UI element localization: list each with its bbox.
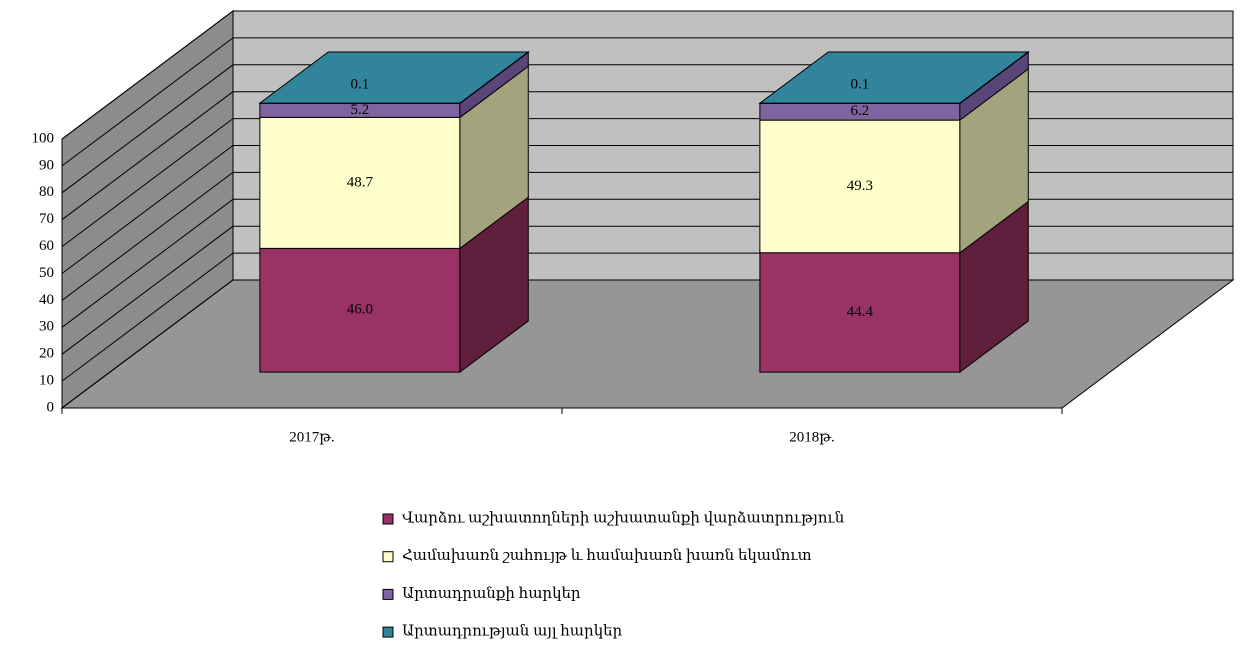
value-label: 0.1	[851, 77, 870, 93]
y-tick-label: 50	[39, 265, 54, 281]
y-tick-label: 10	[39, 373, 54, 389]
legend-label: Վարձու աշխատողների աշխատանքի վարձատրությ…	[402, 510, 845, 526]
value-label: 49.3	[847, 178, 873, 194]
y-tick-label: 80	[39, 184, 54, 200]
value-label: 6.2	[851, 103, 870, 119]
value-label: 5.2	[351, 102, 370, 118]
legend-label: Արտադրանքի հարկեր	[402, 586, 581, 602]
legend-swatch	[383, 627, 393, 637]
value-label: 0.1	[351, 77, 370, 93]
legend-label: Արտադրության այլ հարկեր	[402, 624, 623, 640]
y-tick-label: 0	[47, 399, 55, 415]
legend-swatch	[383, 552, 393, 562]
x-tick-label: 2018թ.	[789, 429, 835, 445]
y-tick-label: 100	[32, 130, 55, 146]
value-label: 46.0	[347, 302, 373, 318]
y-tick-label: 70	[39, 211, 54, 227]
y-tick-label: 90	[39, 157, 54, 173]
floor	[62, 280, 1233, 408]
legend-swatch	[383, 589, 393, 599]
x-tick-label: 2017թ.	[289, 429, 335, 445]
y-tick-label: 40	[39, 292, 54, 308]
value-label: 48.7	[347, 174, 374, 190]
y-tick-label: 20	[39, 346, 54, 362]
legend-swatch	[383, 514, 393, 524]
y-tick-label: 30	[39, 319, 54, 335]
y-tick-label: 60	[39, 238, 54, 254]
value-label: 44.4	[847, 304, 874, 320]
legend-label: Համախառն շահույթ և համախառն խառն եկամուտ	[402, 548, 812, 564]
